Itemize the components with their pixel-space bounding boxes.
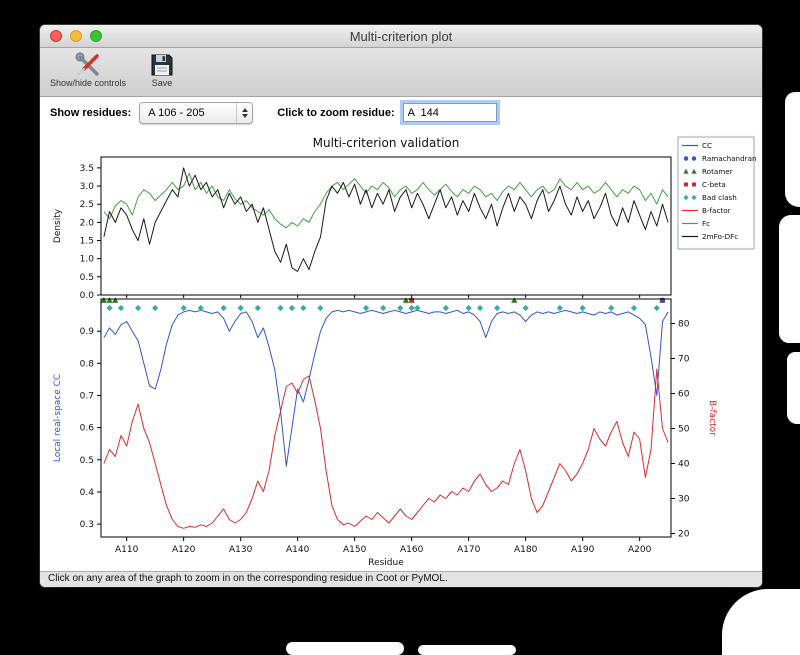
svg-text:A130: A130 xyxy=(229,545,253,555)
status-bar: Click on any area of the graph to zoom i… xyxy=(40,571,762,587)
svg-text:Fc: Fc xyxy=(702,219,710,228)
svg-text:0.3: 0.3 xyxy=(80,520,94,530)
residue-range-select[interactable]: A 106 - 205 xyxy=(139,101,254,124)
svg-text:0.7: 0.7 xyxy=(80,391,94,401)
svg-text:A140: A140 xyxy=(286,545,310,555)
svg-text:A110: A110 xyxy=(115,545,139,555)
svg-text:Residue: Residue xyxy=(368,558,404,568)
close-button[interactable] xyxy=(50,30,62,42)
save-label: Save xyxy=(151,78,173,88)
svg-text:A120: A120 xyxy=(172,545,196,555)
svg-text:Rotamer: Rotamer xyxy=(702,167,733,176)
svg-text:A190: A190 xyxy=(571,545,595,555)
svg-text:50: 50 xyxy=(678,425,690,435)
show-residues-label: Show residues: xyxy=(50,106,132,119)
controls-row: Show residues: A 106 - 205 Click to zoom… xyxy=(40,97,762,128)
svg-text:0.9: 0.9 xyxy=(80,327,95,337)
residue-range-value: A 106 - 205 xyxy=(148,106,205,119)
traffic-lights xyxy=(50,30,102,42)
svg-text:0.8: 0.8 xyxy=(80,359,95,369)
svg-text:A170: A170 xyxy=(457,545,481,555)
svg-text:0.6: 0.6 xyxy=(80,424,95,434)
svg-text:30: 30 xyxy=(678,495,690,505)
svg-text:0.5: 0.5 xyxy=(80,456,94,466)
svg-text:40: 40 xyxy=(678,460,690,470)
svg-text:Local real-space CC: Local real-space CC xyxy=(53,374,63,462)
background-artifact xyxy=(779,215,800,343)
svg-text:CC: CC xyxy=(702,141,712,150)
crossed-tools-icon xyxy=(73,51,103,78)
minimize-button[interactable] xyxy=(70,30,82,42)
title-bar[interactable]: Multi-criterion plot xyxy=(40,25,762,48)
svg-text:0.0: 0.0 xyxy=(80,291,95,301)
show-hide-controls-button[interactable]: Show/hide controls xyxy=(50,51,126,88)
multi-criterion-plot-window: Multi-criterion plot Show/hide controls xyxy=(40,25,762,587)
svg-text:0.4: 0.4 xyxy=(80,488,95,498)
svg-text:60: 60 xyxy=(678,390,690,400)
save-floppy-icon xyxy=(150,51,174,78)
background-artifact xyxy=(286,642,404,655)
svg-text:2mFo-DFc: 2mFo-DFc xyxy=(702,232,738,241)
save-button[interactable]: Save xyxy=(150,51,174,88)
maximize-button[interactable] xyxy=(90,30,102,42)
svg-text:B-factor: B-factor xyxy=(702,206,731,215)
svg-text:1.5: 1.5 xyxy=(80,237,94,247)
figure-area: Multi-criterion validation 0.0 0.5 1.0 1.5 2.… xyxy=(40,128,762,571)
svg-text:B-factor: B-factor xyxy=(707,400,717,436)
toolbar: Show/hide controls Save xyxy=(40,48,762,97)
svg-text:Multi-criterion validation: Multi-criterion validation xyxy=(313,136,460,150)
svg-text:A200: A200 xyxy=(628,545,652,555)
svg-text:Bad clash: Bad clash xyxy=(702,193,737,202)
svg-text:2.0: 2.0 xyxy=(80,218,95,228)
svg-text:C-beta: C-beta xyxy=(702,180,726,189)
zoom-residue-label: Click to zoom residue: xyxy=(277,106,395,119)
background-artifact xyxy=(722,589,800,655)
svg-text:0.5: 0.5 xyxy=(80,273,94,283)
svg-text:80: 80 xyxy=(678,320,690,330)
svg-text:3.5: 3.5 xyxy=(80,164,94,174)
svg-text:A180: A180 xyxy=(514,545,538,555)
svg-text:70: 70 xyxy=(678,355,690,365)
svg-text:3.0: 3.0 xyxy=(80,182,95,192)
show-hide-controls-label: Show/hide controls xyxy=(50,78,127,88)
svg-text:A160: A160 xyxy=(400,545,424,555)
stepper-arrows-icon xyxy=(236,102,252,123)
svg-text:1.0: 1.0 xyxy=(80,255,95,265)
window-title: Multi-criterion plot xyxy=(349,28,453,44)
background-artifact xyxy=(785,92,800,207)
svg-text:Ramachandran: Ramachandran xyxy=(702,154,756,163)
background-artifact xyxy=(787,352,800,424)
background-artifact xyxy=(418,645,516,655)
zoom-residue-input[interactable] xyxy=(399,100,500,125)
svg-text:20: 20 xyxy=(678,530,690,540)
multi-criterion-validation-chart[interactable]: Multi-criterion validation 0.0 0.5 1.0 1.5 2.… xyxy=(46,131,756,571)
svg-text:Density: Density xyxy=(53,208,63,243)
svg-text:A150: A150 xyxy=(343,545,367,555)
svg-text:2.5: 2.5 xyxy=(80,200,94,210)
